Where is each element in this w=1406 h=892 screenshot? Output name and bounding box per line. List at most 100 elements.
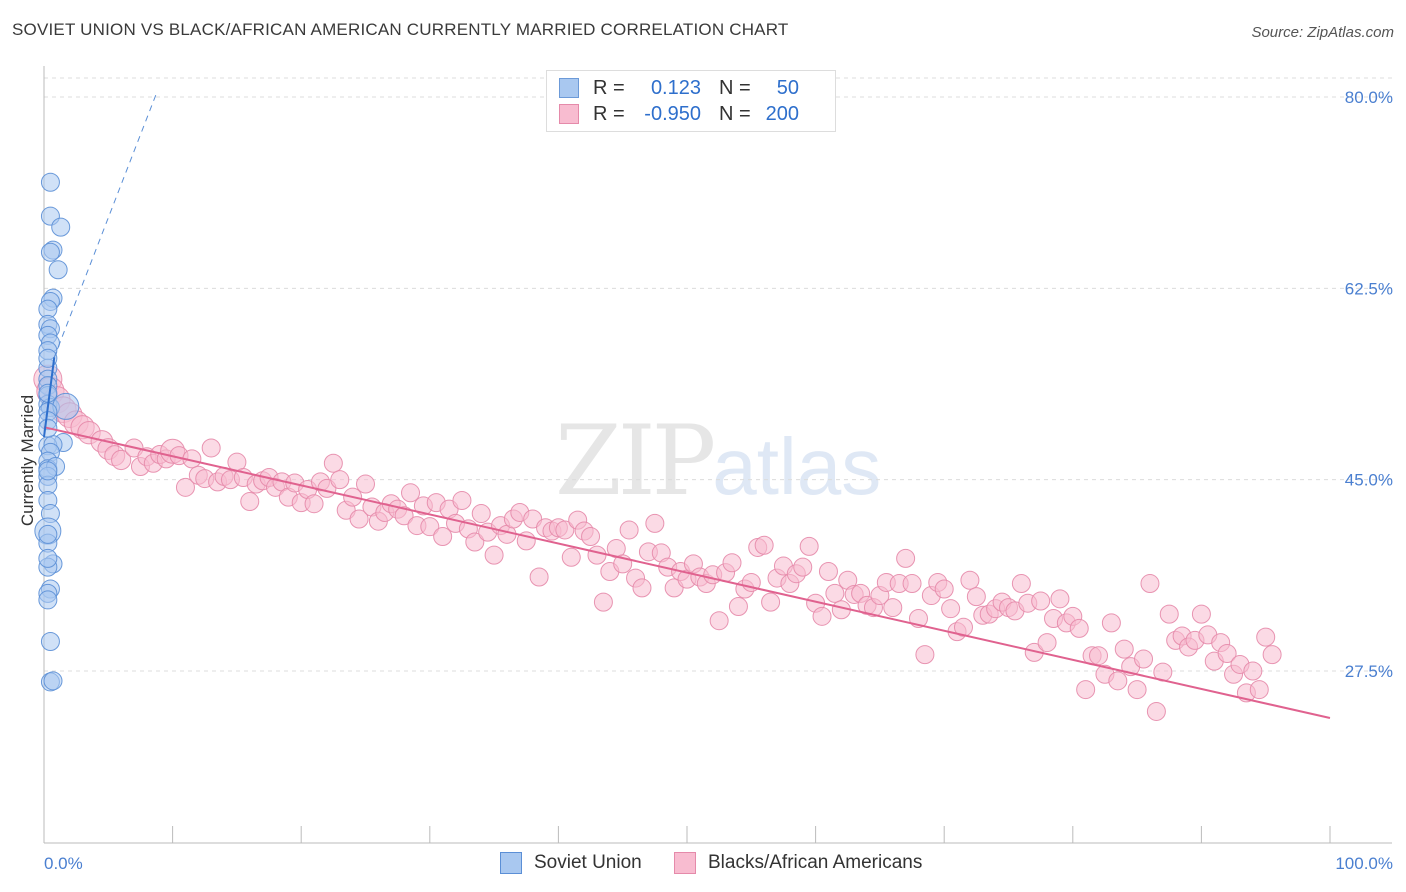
trend-line-black-african-american xyxy=(43,426,1331,719)
point-soviet-union xyxy=(40,631,60,651)
legend-r-label: R = xyxy=(593,102,625,125)
point-black-african-american xyxy=(349,509,369,529)
point-black-african-american xyxy=(581,527,601,547)
point-black-african-american xyxy=(1114,639,1134,659)
point-black-african-american xyxy=(304,494,324,514)
point-black-african-american xyxy=(1076,680,1096,700)
point-black-african-american xyxy=(1127,680,1147,700)
point-black-african-american xyxy=(818,562,838,582)
point-soviet-union xyxy=(43,671,63,691)
point-soviet-union xyxy=(48,260,68,280)
point-black-african-american xyxy=(452,490,472,510)
x-tick-label: 100.0% xyxy=(1335,854,1393,873)
point-black-african-american xyxy=(240,492,260,512)
series-label-soviet: Soviet Union xyxy=(534,852,642,873)
point-black-african-american xyxy=(902,574,922,594)
point-black-african-american xyxy=(394,506,414,526)
legend-n-value: 50 xyxy=(776,76,799,99)
point-black-african-american xyxy=(356,474,375,494)
legend-n-label: N = xyxy=(719,102,751,125)
point-black-african-american xyxy=(1011,574,1031,594)
point-black-african-american xyxy=(433,527,453,547)
y-tick-label: 80.0% xyxy=(1345,88,1393,107)
legend-n-value: 200 xyxy=(765,102,799,125)
point-black-african-american xyxy=(1069,618,1089,638)
watermark: ZIPatlas xyxy=(555,405,881,517)
point-black-african-american xyxy=(934,579,954,599)
point-black-african-american xyxy=(754,535,774,555)
point-black-african-american xyxy=(645,513,665,533)
point-black-african-american xyxy=(1243,661,1263,681)
point-soviet-union xyxy=(52,392,80,420)
point-soviet-union xyxy=(38,524,58,544)
point-black-african-american xyxy=(728,596,748,616)
point-black-african-american xyxy=(1101,613,1121,633)
trend-line-soviet-union-extension xyxy=(53,91,158,358)
point-black-african-american xyxy=(1140,574,1160,594)
series-legend: Soviet Union Blacks/African Americans xyxy=(0,852,1406,876)
point-black-african-american xyxy=(401,483,421,503)
point-black-african-american xyxy=(825,583,845,603)
point-soviet-union xyxy=(38,461,58,481)
legend-row-soviet: R = 0.123 N = 50 xyxy=(559,76,799,100)
point-black-african-american xyxy=(632,578,652,598)
legend-n-label: N = xyxy=(719,76,751,99)
point-black-african-american xyxy=(722,553,742,573)
point-black-african-american xyxy=(960,570,980,590)
series-swatch-black xyxy=(674,852,696,874)
legend-r-label: R = xyxy=(593,76,625,99)
point-black-african-american xyxy=(1217,644,1237,664)
point-black-african-american xyxy=(561,547,581,567)
series-legend-soviet[interactable]: Soviet Union xyxy=(500,852,642,874)
watermark-zip: ZIP xyxy=(555,405,716,517)
point-black-african-american xyxy=(1146,701,1166,721)
point-black-african-american xyxy=(175,477,195,497)
point-black-african-american xyxy=(915,645,935,665)
point-black-african-american xyxy=(1089,646,1109,666)
source-label: Source: ZipAtlas.com xyxy=(1251,24,1394,41)
point-soviet-union xyxy=(51,217,71,237)
point-black-african-american xyxy=(812,606,832,626)
series-legend-black[interactable]: Blacks/African Americans xyxy=(674,852,922,874)
point-black-african-american xyxy=(587,545,607,565)
point-black-african-american xyxy=(1134,649,1154,669)
point-black-african-american xyxy=(953,617,973,637)
point-soviet-union xyxy=(40,172,60,192)
point-black-african-american xyxy=(529,567,549,587)
point-black-african-american xyxy=(593,592,613,612)
point-black-african-american xyxy=(799,536,819,556)
legend-r-value: -0.950 xyxy=(644,102,701,125)
legend-row-black: R = -0.950 N = 200 xyxy=(559,102,799,126)
legend-r-value: 0.123 xyxy=(650,76,701,99)
point-black-african-american xyxy=(793,557,813,577)
point-black-african-american xyxy=(941,599,961,619)
point-black-african-american xyxy=(1249,680,1269,700)
point-black-african-american xyxy=(1159,604,1179,624)
point-black-african-american xyxy=(761,592,781,612)
y-tick-label: 62.5% xyxy=(1345,279,1393,298)
point-black-african-american xyxy=(420,517,440,537)
point-black-african-american xyxy=(201,438,221,458)
point-soviet-union xyxy=(38,590,58,610)
point-soviet-union xyxy=(38,348,58,368)
point-black-african-american xyxy=(330,470,350,490)
x-tick-label: 0.0% xyxy=(44,854,83,873)
legend-swatch-soviet xyxy=(559,78,579,98)
point-black-african-american xyxy=(484,545,504,565)
y-tick-label: 27.5% xyxy=(1345,662,1393,681)
point-black-african-american xyxy=(896,548,916,568)
correlation-legend: R = 0.123 N = 50 R = -0.950 N = 200 xyxy=(546,70,836,132)
point-black-african-american xyxy=(555,520,575,540)
point-black-african-american xyxy=(323,453,343,473)
point-black-african-american xyxy=(883,598,903,618)
y-axis-title: Currently Married xyxy=(18,395,37,526)
series-swatch-soviet xyxy=(500,852,522,874)
point-soviet-union xyxy=(40,242,60,262)
trend-line-soviet-union xyxy=(43,357,56,438)
point-soviet-union xyxy=(38,548,58,568)
series-label-black: Blacks/African Americans xyxy=(708,852,923,873)
point-black-african-american xyxy=(1031,591,1051,611)
point-black-african-american xyxy=(619,520,639,540)
y-tick-label: 45.0% xyxy=(1345,471,1393,490)
